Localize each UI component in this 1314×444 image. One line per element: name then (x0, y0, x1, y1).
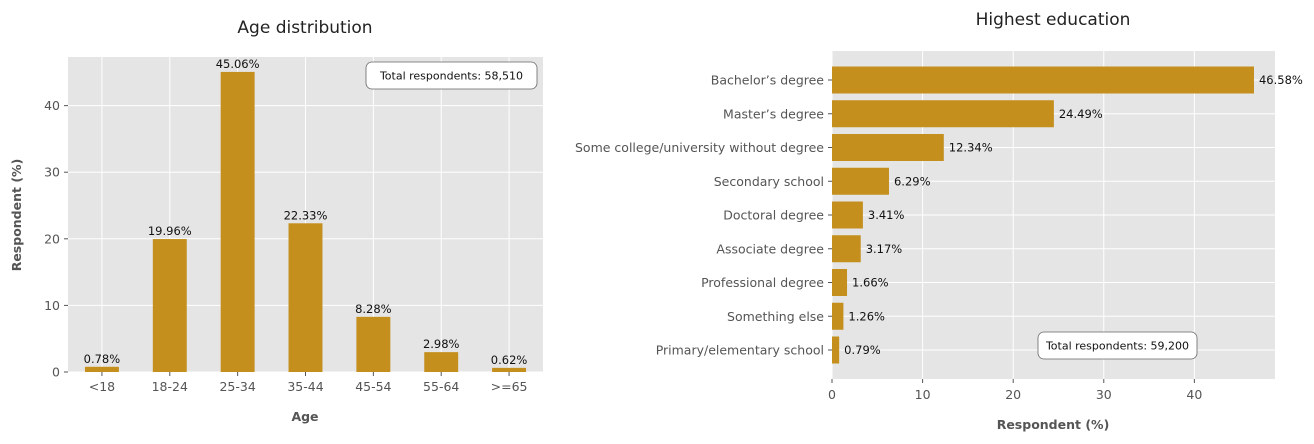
education-ticks: 0 10 20 30 40 Bachelor’s degree Master’s degre… (575, 73, 1202, 403)
y-tick-label: Some college/university without degree (575, 140, 824, 155)
bar-2 (832, 134, 944, 161)
education-total-annotation: Total respondents: 59,200 (1037, 331, 1198, 360)
bar-0 (84, 366, 119, 372)
y-tick-label: Something else (727, 309, 824, 324)
x-tick-label: 10 (915, 387, 931, 402)
bar-4 (832, 201, 863, 229)
bar-value-label: 45.06% (216, 57, 260, 71)
bar-value-label: 12.34% (949, 141, 993, 155)
education-chart-title: Highest education (976, 10, 1131, 30)
y-tick-label: Master’s degree (723, 106, 824, 121)
bar-value-label: 3.41% (868, 208, 905, 222)
bar-1 (152, 239, 187, 372)
education-annotation-box (1037, 331, 1198, 360)
bar-3 (832, 167, 889, 195)
bar-2 (220, 71, 255, 373)
age-bars: 0.78% 19.96% 45.06% 22.33% 8.28% 2.98% 0.62% (84, 57, 528, 373)
x-tick-label: <18 (89, 379, 115, 394)
age-chart-title: Age distribution (237, 18, 372, 38)
bar-5 (424, 352, 459, 372)
bar-7 (832, 302, 844, 330)
x-tick-label: 18-24 (152, 379, 188, 394)
bar-value-label: 0.78% (84, 352, 121, 366)
x-tick-label: 0 (828, 387, 836, 402)
x-tick-label: 30 (1096, 387, 1112, 402)
y-tick-label: Professional degree (701, 275, 824, 290)
bar-value-label: 2.98% (423, 337, 460, 351)
x-tick-label: 25-34 (219, 379, 255, 394)
education-annotation-text: Total respondents: 59,200 (1045, 340, 1189, 353)
bar-value-label: 24.49% (1059, 107, 1103, 121)
bar-value-label: 8.28% (355, 302, 392, 316)
y-tick-label: Bachelor’s degree (711, 73, 825, 88)
bar-3 (288, 223, 323, 372)
age-distribution-chart: 0.78% 19.96% 45.06% 22.33% 8.28% 2.98% 0.62% 0… (9, 18, 543, 424)
y-tick-label: 0 (52, 365, 60, 380)
age-annotation-text: Total respondents: 58,510 (379, 70, 523, 83)
bar-value-label: 6.29% (894, 174, 931, 188)
y-tick-label: 30 (44, 165, 60, 180)
bar-1 (832, 100, 1054, 128)
bar-value-label: 1.26% (848, 309, 885, 323)
y-tick-label: Secondary school (714, 174, 824, 189)
bar-value-label: 46.58% (1259, 73, 1303, 87)
education-bars: 46.58% 24.49% 12.34% 6.29% 3.41% 3.17% 1.66% 1.… (832, 66, 1303, 364)
bar-8 (832, 336, 840, 364)
bar-value-label: 0.62% (491, 353, 528, 367)
y-tick-label: Doctoral degree (723, 208, 824, 223)
age-x-axis-label: Age (291, 409, 318, 424)
bar-0 (832, 66, 1254, 94)
bar-value-label: 0.79% (844, 343, 881, 357)
bar-value-label: 3.17% (866, 242, 903, 256)
y-tick-label: 40 (44, 98, 60, 113)
y-tick-label: 20 (44, 231, 60, 246)
y-tick-label: Associate degree (716, 241, 824, 256)
y-tick-label: Primary/elementary school (656, 343, 824, 358)
age-total-annotation: Total respondents: 58,510 (365, 61, 538, 90)
bar-5 (832, 235, 861, 263)
age-annotation-box (365, 61, 538, 90)
education-x-axis-label: Respondent (%) (997, 417, 1110, 432)
x-tick-label: 20 (1005, 387, 1021, 402)
bar-value-label: 22.33% (284, 208, 328, 222)
education-chart: 46.58% 24.49% 12.34% 6.29% 3.41% 3.17% 1.66% 1.… (575, 10, 1303, 432)
x-tick-label: 40 (1186, 387, 1202, 402)
age-y-axis-label: Respondent (%) (9, 159, 24, 272)
x-tick-label: >=65 (491, 379, 528, 394)
bar-6 (832, 269, 848, 296)
y-tick-label: 10 (44, 298, 60, 313)
x-tick-label: 45-54 (355, 379, 391, 394)
x-tick-label: 35-44 (287, 379, 323, 394)
bar-value-label: 1.66% (852, 276, 889, 290)
bar-6 (492, 367, 527, 372)
x-tick-label: 55-64 (423, 379, 459, 394)
bar-4 (356, 316, 391, 372)
bar-value-label: 19.96% (148, 224, 192, 238)
age-ticks: 0 10 20 30 40 <18 18-24 25-34 35-44 45-54 55-64 >=6… (44, 98, 527, 394)
